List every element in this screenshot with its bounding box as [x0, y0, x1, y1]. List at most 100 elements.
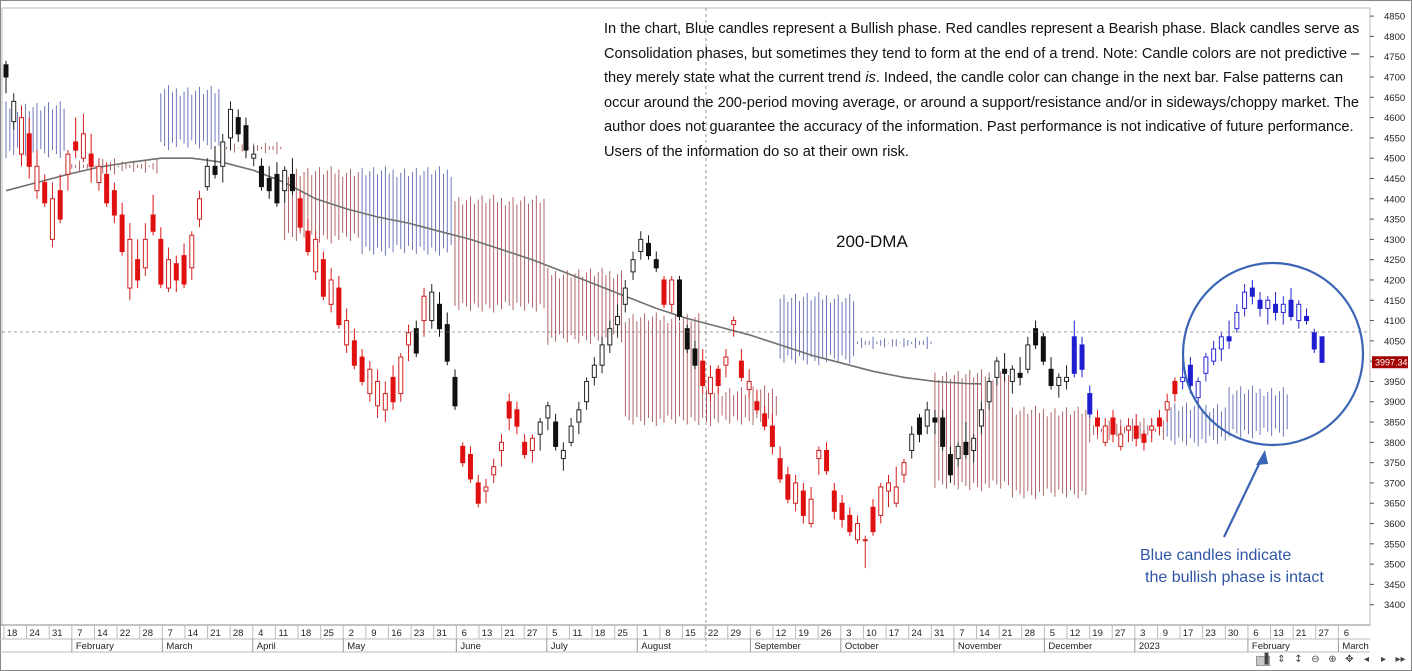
candle-body — [816, 449, 822, 460]
candle-body — [793, 482, 799, 504]
x-day-label: 24 — [29, 628, 40, 639]
x-day-label: 6 — [1344, 628, 1349, 639]
candle-body — [111, 190, 117, 216]
candle-body — [785, 474, 791, 500]
y-tick-label: 3750 — [1384, 458, 1405, 469]
nav-button-1[interactable]: ⇕ — [1277, 654, 1286, 665]
callout-circle — [1181, 261, 1365, 447]
candle-body — [676, 279, 682, 317]
y-tick-label: 4650 — [1384, 93, 1405, 104]
candle-body — [777, 458, 783, 480]
nav-button-2[interactable]: ↕ — [1294, 654, 1303, 665]
candle-body — [336, 287, 342, 326]
candle-body — [529, 437, 535, 451]
x-day-label: 17 — [1183, 628, 1194, 639]
candle-body — [421, 295, 427, 322]
note-text: In the chart, Blue candles represent a B… — [604, 21, 1360, 87]
x-day-label: 21 — [504, 628, 515, 639]
candle-body — [313, 238, 319, 273]
candle-body — [870, 506, 876, 533]
candle-body — [1033, 328, 1039, 346]
y-tick-label: 3850 — [1384, 418, 1405, 429]
candle-body — [251, 153, 257, 159]
x-day-label: 23 — [1205, 628, 1216, 639]
candle-body — [1156, 417, 1162, 427]
nav-button-8[interactable]: ▸▸ — [1395, 654, 1406, 665]
candle-body — [599, 344, 605, 366]
x-month-label: 2023 — [1139, 641, 1160, 652]
x-day-label: 14 — [188, 628, 199, 639]
candle-body — [158, 238, 164, 285]
candle-body — [88, 153, 94, 167]
candle-body — [1180, 376, 1186, 382]
candle-body — [707, 376, 713, 395]
candle-body — [731, 320, 737, 326]
x-day-label: 16 — [391, 628, 402, 639]
dma-200-line — [5, 157, 982, 385]
candle-body — [715, 368, 721, 387]
candle-body — [1265, 299, 1271, 309]
candle-body — [467, 454, 473, 480]
candle-body — [568, 425, 574, 443]
candle-body — [1164, 401, 1170, 411]
x-day-label: 15 — [685, 628, 696, 639]
nav-button-7[interactable]: ▸ — [1380, 654, 1387, 665]
x-day-label: 19 — [1092, 628, 1103, 639]
x-day-label: 28 — [233, 628, 244, 639]
candle-body — [282, 169, 288, 192]
candle-body — [305, 230, 311, 253]
x-day-label: 13 — [482, 628, 493, 639]
nav-button-6[interactable]: ◂ — [1363, 654, 1370, 665]
note-emphasis: is — [865, 70, 876, 87]
candle-body — [1064, 376, 1070, 382]
candle-body — [11, 100, 17, 123]
nav-button-5[interactable]: ✥ — [1345, 654, 1354, 665]
candle-body — [1048, 368, 1054, 387]
candle-body — [584, 380, 590, 403]
candle-body — [437, 303, 443, 330]
x-day-label: 23 — [414, 628, 425, 639]
candle-body — [320, 259, 326, 297]
x-day-label: 31 — [436, 628, 447, 639]
scrollbar-thumb[interactable] — [1256, 656, 1270, 666]
candle-body — [560, 449, 566, 460]
y-tick-label: 3550 — [1384, 539, 1405, 550]
x-day-label: 11 — [572, 628, 582, 639]
nav-button-0[interactable]: ▐ — [1260, 654, 1269, 665]
candle-body — [1087, 393, 1093, 415]
candle-body — [955, 445, 961, 460]
candle-body — [1118, 433, 1124, 447]
candle-body — [1110, 417, 1116, 435]
nav-button-4[interactable]: ⊕ — [1328, 654, 1337, 665]
candle-body — [1149, 425, 1155, 431]
candle-body — [34, 165, 40, 192]
candle-body — [746, 380, 752, 391]
candle-body — [444, 324, 450, 362]
candle-body — [1102, 425, 1108, 443]
candle-body — [297, 198, 303, 228]
candle-body — [344, 320, 350, 346]
candle-body — [1141, 433, 1147, 443]
candle-body — [42, 182, 48, 204]
candle-body — [661, 279, 667, 305]
candle-body — [630, 259, 636, 273]
y-tick-label: 4250 — [1384, 255, 1405, 266]
candle-body — [274, 173, 280, 204]
x-day-label: 26 — [821, 628, 832, 639]
candle-body — [738, 360, 744, 378]
x-month-label: July — [551, 641, 568, 652]
x-day-label: 18 — [301, 628, 312, 639]
candle-body — [901, 462, 907, 476]
candle-body — [235, 117, 241, 135]
x-month-label: March — [1342, 641, 1368, 652]
x-month-label: December — [1048, 641, 1092, 652]
candle-body — [971, 437, 977, 451]
nav-button-3[interactable]: ⊖ — [1311, 654, 1320, 665]
x-day-label: 21 — [210, 628, 221, 639]
candle-body — [622, 287, 628, 305]
candle-body — [367, 368, 373, 395]
callout-line-1: Blue candles indicate — [1140, 547, 1292, 564]
candle-body — [359, 356, 365, 382]
candle-body — [1273, 303, 1279, 313]
y-tick-label: 4600 — [1384, 113, 1405, 124]
